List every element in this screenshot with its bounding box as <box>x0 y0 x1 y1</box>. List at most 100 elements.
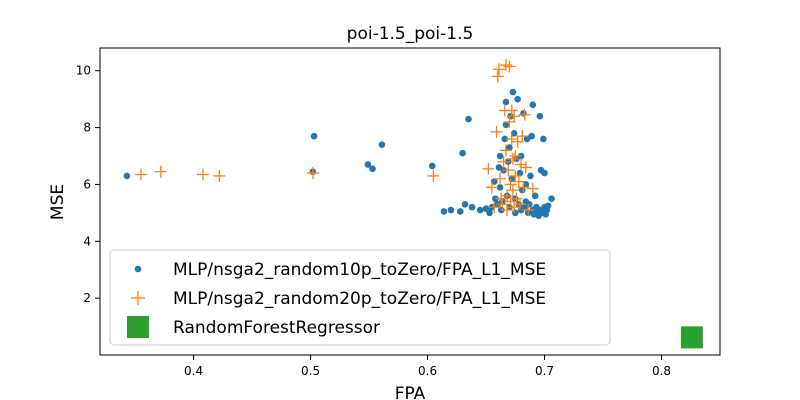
data-point-plus <box>519 161 532 174</box>
data-point-circle <box>510 129 518 137</box>
data-point-circle <box>496 152 504 160</box>
x-tick-label: 0.5 <box>301 364 320 378</box>
data-point-circle <box>527 172 534 180</box>
data-point-plus <box>509 150 522 163</box>
data-point-circle <box>457 208 464 215</box>
data-point-plus <box>508 201 521 214</box>
legend-label: MLP/nsga2_random20p_toZero/FPA_L1_MSE <box>173 289 546 309</box>
data-point-circle <box>459 149 466 157</box>
data-point-circle <box>536 112 544 120</box>
data-point-circle <box>440 208 448 215</box>
data-point-plus <box>506 152 519 165</box>
legend: MLP/nsga2_random10p_toZero/FPA_L1_MSE MLP… <box>109 249 611 346</box>
y-tick-label: 6 <box>83 177 91 191</box>
data-point-circle <box>544 202 552 210</box>
data-points <box>123 59 703 349</box>
data-point-plus <box>512 175 525 188</box>
data-point-circle <box>529 101 537 109</box>
data-point-plus <box>306 167 319 180</box>
data-point-circle <box>540 135 547 143</box>
legend-label: MLP/nsga2_random10p_toZero/FPA_L1_MSE <box>173 260 546 280</box>
data-point-plus <box>491 70 504 83</box>
data-point-circle <box>528 132 535 140</box>
data-point-circle <box>509 88 517 96</box>
data-point-circle <box>378 141 386 148</box>
data-point-circle <box>490 178 498 185</box>
data-point-plus <box>494 172 507 185</box>
data-point-plus <box>196 168 209 181</box>
data-point-plus <box>154 165 167 178</box>
data-point-circle <box>526 201 533 208</box>
data-point-plus <box>502 164 515 177</box>
data-point-circle <box>531 192 539 200</box>
x-tick-label: 0.7 <box>535 364 554 378</box>
data-point-plus <box>506 184 519 197</box>
y-axis-ticks: 2 4 6 8 10 <box>76 64 100 305</box>
data-point-plus <box>511 135 524 148</box>
y-tick-label: 4 <box>83 234 91 248</box>
data-point-plus <box>485 181 498 194</box>
data-point-circle <box>369 165 376 173</box>
data-point-plus <box>499 144 512 157</box>
data-point-square <box>680 326 703 349</box>
data-point-circle <box>541 169 548 177</box>
data-point-circle <box>465 115 472 123</box>
y-axis-label: MSE <box>48 184 68 220</box>
x-axis-ticks: 0.4 0.5 0.6 0.7 0.8 <box>184 355 671 378</box>
data-point-plus <box>134 168 147 181</box>
data-point-plus <box>508 110 521 123</box>
data-point-plus <box>517 181 530 194</box>
data-point-plus <box>488 201 501 214</box>
data-point-circle <box>514 95 521 103</box>
chart-title: poi-1.5_poi-1.5 <box>347 24 474 44</box>
data-point-plus <box>482 162 495 175</box>
x-axis-label: FPA <box>395 384 426 400</box>
data-point-plus <box>496 198 509 211</box>
data-point-circle <box>310 132 318 140</box>
data-point-circle <box>447 206 455 214</box>
x-tick-label: 0.8 <box>652 364 671 378</box>
y-tick-label: 8 <box>83 121 91 135</box>
data-point-circle <box>468 203 476 211</box>
legend-box <box>109 249 611 346</box>
data-point-circle <box>501 135 509 143</box>
data-point-circle <box>461 201 469 208</box>
data-point-plus <box>518 108 531 121</box>
data-point-circle <box>516 169 524 177</box>
data-point-plus <box>516 130 529 143</box>
data-point-plus <box>501 204 514 217</box>
data-point-circle <box>506 144 513 151</box>
legend-marker-plus <box>131 291 145 305</box>
data-point-circle <box>520 110 527 117</box>
data-point-plus <box>515 158 528 171</box>
x-tick-label: 0.6 <box>418 364 437 378</box>
data-point-plus <box>513 198 526 211</box>
data-point-circle <box>548 195 555 202</box>
data-point-circle <box>428 162 436 170</box>
data-point-circle <box>476 206 484 214</box>
legend-marker-square <box>127 316 149 338</box>
data-point-plus <box>427 169 440 182</box>
data-point-circle <box>486 209 493 217</box>
data-point-circle <box>123 172 131 180</box>
data-point-circle <box>502 121 510 129</box>
data-point-plus <box>492 63 505 76</box>
data-point-plus <box>522 204 535 217</box>
data-point-plus <box>526 182 539 195</box>
data-point-plus <box>503 60 516 73</box>
data-point-plus <box>505 104 518 117</box>
data-point-plus <box>213 169 226 182</box>
data-point-plus <box>504 178 517 191</box>
data-point-plus <box>505 132 518 145</box>
data-point-plus <box>495 192 508 205</box>
data-point-plus <box>490 125 503 138</box>
data-point-plus <box>503 115 516 128</box>
y-tick-label: 10 <box>76 64 91 78</box>
x-tick-label: 0.4 <box>184 364 203 378</box>
data-point-circle <box>364 161 372 168</box>
y-tick-label: 2 <box>83 291 91 305</box>
data-point-plus <box>497 155 510 168</box>
data-point-circle <box>502 98 510 106</box>
legend-label: RandomForestRegressor <box>173 318 380 338</box>
